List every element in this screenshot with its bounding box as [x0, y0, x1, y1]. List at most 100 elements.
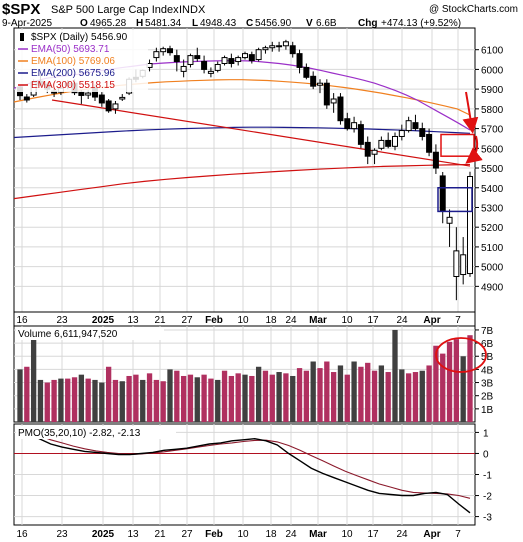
date-tick-label: 13 [127, 529, 139, 540]
candle-body [214, 63, 221, 71]
volume-title: Volume 6,611,947,520 [18, 329, 118, 340]
candle [248, 51, 255, 64]
price-tick-label: 5000 [481, 263, 504, 274]
date-tick-label: Mar [309, 529, 327, 540]
candle [460, 237, 467, 285]
candle-body [337, 96, 344, 122]
legend-entry: EMA(300) 5518.15 [31, 80, 115, 91]
annotation-box-red [440, 133, 475, 157]
candle-body [78, 91, 85, 96]
pmo-title: PMO(35,20,10) -2.82, -2.13 [18, 428, 141, 439]
volume-bar [51, 379, 57, 422]
pmo-tick-label: -1 [483, 471, 492, 482]
volume-bar [433, 345, 439, 422]
volume-bar [208, 378, 214, 422]
volume-bar [365, 362, 371, 422]
candle-body [112, 103, 119, 110]
volume-bar [112, 379, 119, 422]
legend-entry: EMA(50) 5693.71 [31, 44, 110, 55]
annotation-box-blue [437, 187, 473, 213]
index-name: S&P 500 Large Cap Index [51, 4, 179, 16]
volume-bar [180, 375, 187, 422]
candle-body [282, 41, 289, 47]
candle-body [453, 250, 460, 278]
volume-bar [296, 368, 303, 422]
annotations [437, 91, 483, 213]
candle-body [173, 55, 180, 63]
symbol: $SPX [2, 1, 40, 18]
volume-bar [351, 361, 357, 422]
date-tick-label: 24 [396, 529, 408, 540]
volume-bar [58, 378, 64, 422]
date-tick-label: 10 [341, 529, 353, 540]
volume-bar [30, 329, 37, 422]
candle-body [98, 94, 105, 104]
candle [262, 45, 269, 54]
date-tick-label: 2025 [92, 529, 115, 540]
candle-body [180, 65, 187, 72]
volume-bar [317, 368, 323, 422]
annotation-arrow [465, 135, 483, 164]
pmo-title-bg [16, 426, 176, 439]
candle [323, 79, 330, 109]
candle [167, 45, 173, 56]
date-axis-top: 16 23 2025 13 21 27 Feb 10 18 24 Mar 10 17 24 Apr 7 [16, 315, 461, 326]
candle-body [357, 124, 364, 145]
volume-bar [446, 341, 453, 422]
legend-entry: $SPX (Daily) 5456.90 [31, 32, 128, 43]
volume-annotation-ellipse [435, 337, 487, 373]
candle [255, 47, 262, 62]
candle-body [446, 216, 453, 224]
candle [426, 128, 433, 157]
candle-body [303, 66, 310, 78]
candle [235, 55, 242, 66]
quote-date: 9-Apr-2025 [2, 18, 52, 29]
legend-entry: EMA(100) 5769.06 [31, 56, 115, 67]
candle [221, 55, 228, 66]
volume-bar [358, 366, 364, 422]
date-tick-label: 7 [455, 529, 461, 540]
candle-body [317, 82, 323, 86]
candle-body [344, 118, 351, 130]
date-tick-label: 27 [181, 315, 193, 326]
volume-tick-label: 7B [481, 326, 494, 337]
candle-body [187, 55, 194, 65]
candle-body [105, 100, 112, 112]
legend-bg [16, 30, 148, 92]
date-tick-label: 24 [396, 315, 408, 326]
candles [17, 39, 473, 301]
volume-tick-label: 1B [481, 405, 494, 416]
date-tick-label: 24 [285, 529, 297, 540]
volume-bar [119, 381, 125, 422]
candle [371, 148, 378, 165]
candle-body [323, 82, 330, 106]
candle [201, 55, 208, 74]
volume-bar [337, 365, 344, 422]
candle [405, 116, 412, 133]
candle [398, 124, 405, 141]
volume-bar [215, 379, 221, 422]
volume-value: 6.6B [316, 18, 337, 29]
high-label: H [136, 18, 143, 29]
volume-bar [153, 379, 160, 422]
date-tick-label: Apr [423, 529, 440, 540]
volume-bar [85, 378, 91, 422]
candle-body [419, 128, 426, 137]
open-label: O [80, 18, 88, 29]
pmo-tick-label: -3 [483, 513, 492, 524]
change-value: +474.13 (+9.52%) [381, 18, 461, 29]
date-tick-label: 21 [154, 529, 166, 540]
volume-bar [310, 361, 316, 422]
price-tick-label: 5400 [481, 184, 504, 195]
volume-bar [194, 377, 200, 422]
candle [119, 94, 126, 101]
volume-bar [262, 370, 269, 422]
candle-body [392, 135, 398, 147]
candle [385, 132, 392, 149]
candle [296, 49, 303, 74]
legend-entry: EMA(200) 5675.96 [31, 68, 115, 79]
volume-tick-label: 2B [481, 392, 494, 403]
date-tick-label: 27 [181, 529, 193, 540]
candle [173, 49, 180, 72]
date-tick-label: 24 [285, 315, 297, 326]
